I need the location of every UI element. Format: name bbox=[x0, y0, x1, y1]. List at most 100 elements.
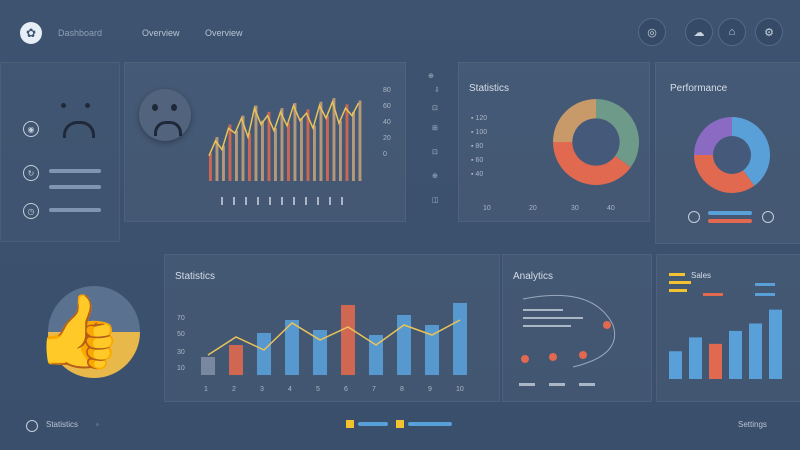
nav-overview[interactable]: Overview bbox=[142, 28, 180, 38]
footer-left-label[interactable]: Statistics bbox=[46, 420, 79, 429]
bar-x-label: 8 bbox=[400, 386, 404, 393]
leaf-logo-icon[interactable]: ✿ bbox=[20, 22, 42, 44]
sidebar-line-3 bbox=[49, 208, 101, 212]
sales-bar bbox=[769, 309, 782, 379]
trend-bar bbox=[254, 105, 258, 181]
bar-x-label: 7 bbox=[372, 386, 376, 393]
globe-icon[interactable]: ◉ bbox=[23, 121, 39, 137]
trend-line bbox=[208, 99, 360, 157]
network-line bbox=[523, 317, 583, 319]
sidebar-line-1 bbox=[49, 169, 101, 173]
trend-tick bbox=[293, 197, 295, 205]
col-icon-4[interactable]: ⊞ bbox=[432, 125, 438, 132]
network-line bbox=[523, 325, 571, 327]
sales-legend-yellow-2 bbox=[669, 281, 691, 284]
network-line bbox=[523, 309, 563, 311]
trend-tick bbox=[221, 197, 223, 205]
sales-bar bbox=[729, 330, 742, 379]
trend-tick bbox=[257, 197, 259, 205]
donut1-legend-4: ▪ 60 bbox=[471, 157, 484, 164]
nav-overview-2[interactable]: Overview bbox=[205, 28, 243, 38]
info-icon-right[interactable] bbox=[762, 211, 774, 223]
trend-bar bbox=[267, 111, 271, 181]
network-node bbox=[521, 355, 529, 363]
bar-x-label: 10 bbox=[456, 386, 464, 393]
bar-x-label: 4 bbox=[288, 386, 292, 393]
trend-bar bbox=[358, 100, 362, 181]
donut1-legend-1: ▪ 120 bbox=[471, 115, 488, 122]
bar-x-label: 3 bbox=[260, 386, 264, 393]
bar-7 bbox=[369, 335, 383, 375]
network-foot bbox=[549, 383, 565, 386]
sales-bar bbox=[749, 323, 762, 379]
col-icon-7[interactable]: ◫ bbox=[432, 197, 439, 204]
col-icon-2[interactable]: ⇩ bbox=[434, 87, 440, 94]
trend-bar bbox=[222, 145, 225, 181]
thumbs-up-illustration: 👍 bbox=[34, 280, 144, 380]
header-bar: ✿ Dashboard Overview Overview ◎ ☁ ⌂ ⚙ bbox=[0, 0, 800, 58]
settings-icon[interactable]: ⚙ bbox=[755, 18, 783, 46]
bar-x-label: 1 bbox=[204, 386, 208, 393]
bar-x-label: 9 bbox=[428, 386, 432, 393]
bar-10 bbox=[453, 303, 467, 375]
nav-dashboard[interactable]: Dashboard bbox=[58, 28, 103, 38]
trend-panel: 80 60 40 20 0 bbox=[124, 62, 406, 222]
sidebar-line-2 bbox=[49, 185, 101, 189]
trend-bar bbox=[332, 98, 336, 181]
bar-overlay-line bbox=[207, 319, 461, 356]
donut1-foot-1: 10 bbox=[483, 205, 491, 212]
bar-x-label: 2 bbox=[232, 386, 236, 393]
trend-bar bbox=[326, 115, 329, 181]
bar-y-2: 50 bbox=[177, 331, 185, 338]
donut-slice bbox=[694, 155, 755, 193]
bar-8 bbox=[397, 315, 411, 375]
bell-icon[interactable]: ⌂ bbox=[718, 18, 746, 46]
trend-bar bbox=[241, 115, 245, 181]
col-icon-1[interactable]: ⊕ bbox=[428, 73, 434, 80]
bar-y-4: 10 bbox=[177, 365, 185, 372]
trend-bar bbox=[228, 124, 232, 181]
donut-slice bbox=[732, 117, 770, 186]
bar-y-3: 30 bbox=[177, 349, 185, 356]
sales-chart bbox=[669, 309, 782, 379]
chart-icon[interactable]: ◎ bbox=[638, 18, 666, 46]
footer-right-label[interactable]: Settings bbox=[738, 420, 767, 429]
trend-chart bbox=[208, 98, 362, 205]
axis-label-2: 60 bbox=[383, 103, 391, 110]
trend-bar bbox=[274, 128, 277, 181]
sales-bar bbox=[689, 337, 702, 379]
donut1-legend-2: ▪ 100 bbox=[471, 129, 488, 136]
donut1-title: Statistics bbox=[469, 83, 510, 94]
sales-legend-red bbox=[703, 293, 723, 296]
network-node bbox=[549, 353, 557, 361]
footer-gear-icon[interactable] bbox=[26, 420, 38, 432]
clock-icon[interactable]: ◷ bbox=[23, 203, 39, 219]
donut1-legend-5: ▪ 40 bbox=[471, 171, 484, 178]
network-node bbox=[579, 351, 587, 359]
sales-legend-blue-2 bbox=[755, 293, 775, 296]
donut-hole bbox=[713, 136, 751, 174]
donut1-foot-2: 20 bbox=[529, 205, 537, 212]
bar-y-1: 70 bbox=[177, 315, 185, 322]
trend-bar bbox=[352, 111, 355, 181]
trend-bar bbox=[306, 109, 310, 181]
trend-tick bbox=[281, 197, 283, 205]
trend-bar bbox=[339, 120, 342, 181]
donut-chart-2 bbox=[694, 117, 770, 193]
axis-label-1: 80 bbox=[383, 87, 391, 94]
refresh-icon[interactable]: ↻ bbox=[23, 165, 39, 181]
sales-bar bbox=[709, 343, 722, 379]
progress-line-2 bbox=[708, 219, 752, 223]
donut1-foot-3: 30 bbox=[571, 205, 579, 212]
bar-5 bbox=[313, 330, 327, 375]
info-icon-left[interactable] bbox=[688, 211, 700, 223]
sad-face-avatar bbox=[139, 89, 191, 141]
col-icon-3[interactable]: ⊡ bbox=[432, 105, 438, 112]
trend-tick bbox=[233, 197, 235, 205]
col-icon-5[interactable]: ⊡ bbox=[432, 149, 438, 156]
bar-panel-title: Statistics bbox=[175, 271, 216, 282]
cloud-icon[interactable]: ☁ bbox=[685, 18, 713, 46]
col-icon-6[interactable]: ⊕ bbox=[432, 173, 438, 180]
donut1-foot-4: 40 bbox=[607, 205, 615, 212]
axis-label-4: 20 bbox=[383, 135, 391, 142]
